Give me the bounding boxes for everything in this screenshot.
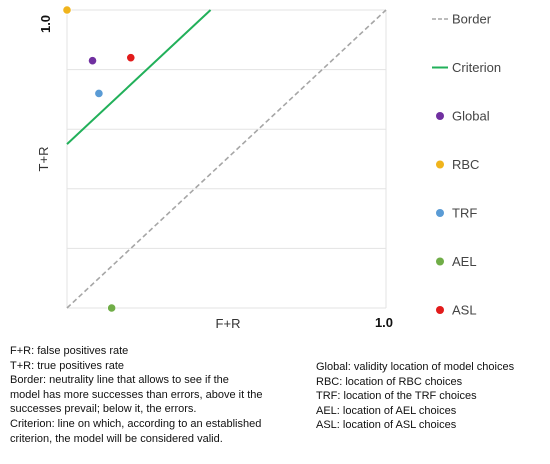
note-line: Global: validity location of model choic… (316, 361, 515, 373)
note-line: TRF: location of the TRF choices (316, 390, 477, 403)
legend-swatch-rbc (436, 160, 444, 169)
point-ael (107, 303, 117, 313)
criterion-line (66, 9, 212, 145)
legend-label-trf: TRF (452, 206, 477, 221)
x-tick-label: 1.0 (375, 315, 393, 330)
note-line: RBC: location of RBC choices (316, 375, 463, 388)
legend-label-global: Global (452, 109, 490, 124)
legend: Border Criterion Global RBC TRF AEL ASL (432, 12, 501, 318)
border-line (66, 9, 387, 309)
legend-label-criterion: Criterion (452, 60, 501, 75)
legend-swatch-global (436, 112, 444, 120)
legend-swatch-trf (436, 209, 444, 217)
x-axis-label: F+R (216, 316, 241, 331)
note-line: ASL: location of ASL choices (316, 419, 457, 432)
legend-label-border: Border (452, 12, 492, 27)
grid-lines (66, 9, 387, 309)
note-line: Border: neutrality line that allows to s… (10, 374, 229, 387)
data-points (62, 5, 136, 313)
chart-lines (66, 9, 387, 309)
point-global (87, 56, 98, 66)
note-line: T+R: true positives rate (10, 359, 125, 372)
note-line: Criterion: line on which, according to a… (10, 417, 262, 430)
notes-left: F+R: false positives rate T+R: true posi… (10, 344, 310, 446)
y-tick-label: 1.0 (38, 15, 53, 33)
note-line: F+R: false positives rate (10, 345, 129, 357)
chart-svg: 1.0 1.0 F+R T+R Border Criterion Global RBC… (36, 5, 501, 331)
point-rbc (62, 5, 72, 15)
legend-label-rbc: RBC (452, 157, 479, 172)
note-line: model has more successes than errors, ab… (10, 388, 263, 401)
legend-label-ael: AEL (452, 254, 477, 269)
y-axis-label: T+R (36, 147, 51, 172)
legend-label-asl: ASL (452, 303, 477, 318)
point-asl (126, 53, 136, 63)
note-line: AEL: location of AEL choices (316, 404, 457, 417)
legend-swatch-ael (436, 257, 444, 266)
note-line: successes prevail; below it, the errors. (10, 403, 197, 416)
notes-right: Global: validity location of model choic… (316, 360, 546, 433)
legend-swatch-asl (436, 306, 444, 314)
point-trf (94, 88, 104, 99)
note-line: criterion, the model will be considered … (10, 432, 223, 445)
